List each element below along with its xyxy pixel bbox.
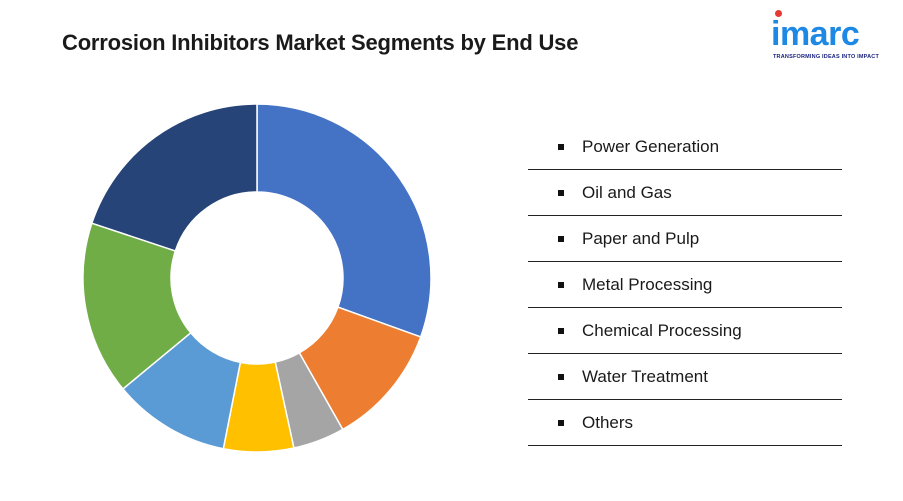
chart-title: Corrosion Inhibitors Market Segments by … (62, 30, 579, 55)
legend-item-power-generation: Power Generation (528, 124, 842, 170)
legend-label: Others (582, 412, 634, 432)
legend-label: Chemical Processing (582, 320, 742, 340)
legend-item-water-treatment: Water Treatment (528, 354, 842, 400)
chart-legend: Power Generation Oil and Gas Paper and Pul… (528, 124, 842, 446)
bullet-icon (558, 327, 564, 334)
bullet-icon (558, 189, 564, 196)
bullet-icon (558, 235, 564, 242)
legend-label: Paper and Pulp (582, 228, 700, 248)
donut-slice-others (90, 103, 258, 252)
donut-slice-water-treatment (82, 222, 192, 390)
legend-item-others: Others (528, 400, 842, 446)
legend-label: Oil and Gas (582, 182, 672, 202)
legend-label: Metal Processing (582, 274, 713, 294)
donut-slice-power-generation (256, 103, 432, 338)
legend-label: Power Generation (582, 136, 720, 156)
legend-item-chemical-processing: Chemical Processing (528, 308, 842, 354)
logo-dot-icon (775, 10, 782, 17)
bullet-icon (558, 143, 564, 150)
legend-item-oil-and-gas: Oil and Gas (528, 170, 842, 216)
bullet-icon (558, 373, 564, 380)
imarc-logo: imarc TRANSFORMING IDEAS INTO IMPACT (771, 10, 893, 66)
legend-label: Water Treatment (582, 366, 708, 386)
legend-item-metal-processing: Metal Processing (528, 262, 842, 308)
bullet-icon (558, 281, 564, 288)
bullet-icon (558, 419, 564, 426)
logo-word: imarc (771, 15, 860, 53)
logo-tagline: TRANSFORMING IDEAS INTO IMPACT (773, 54, 880, 60)
legend-item-paper-and-pulp: Paper and Pulp (528, 216, 842, 262)
